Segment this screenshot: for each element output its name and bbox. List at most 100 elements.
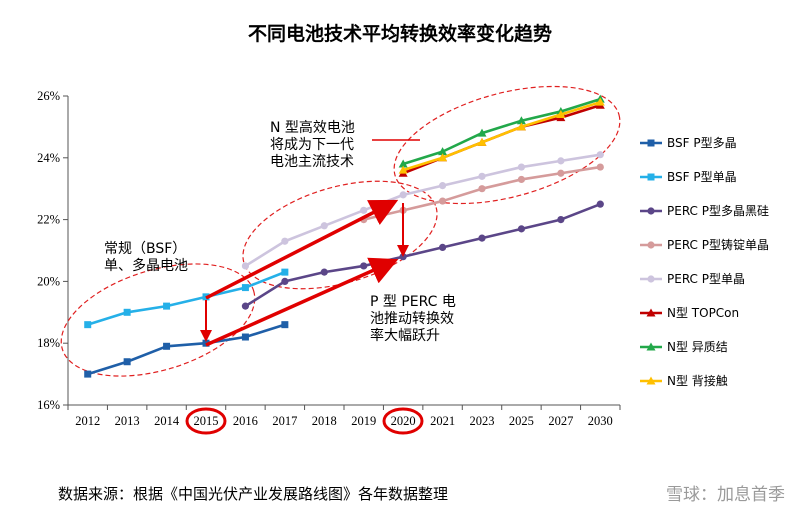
data-point-perc-p型单晶 bbox=[596, 151, 604, 159]
data-point-bsf-p型单晶 bbox=[241, 284, 249, 292]
legend-item-n型-异质结: N型 异质结 bbox=[640, 340, 728, 354]
data-point-perc-p型单晶 bbox=[360, 206, 368, 214]
x-tick-label: 2019 bbox=[351, 414, 376, 428]
data-point-perc-p型多晶黑硅 bbox=[478, 234, 486, 242]
data-point-perc-p型单晶 bbox=[281, 237, 289, 245]
legend-label: PERC P型铸锭单晶 bbox=[667, 237, 769, 252]
data-point-n型-背接触 bbox=[646, 376, 656, 385]
data-point-perc-p型单晶 bbox=[647, 275, 655, 283]
legend-label: N型 背接触 bbox=[667, 373, 728, 388]
y-tick-label: 16% bbox=[37, 398, 60, 412]
series-line-bsf-p型多晶 bbox=[87, 323, 286, 376]
data-point-bsf-p型单晶 bbox=[84, 321, 92, 329]
data-point-n型-异质结 bbox=[398, 159, 408, 168]
data-point-perc-p型单晶 bbox=[517, 163, 526, 171]
perc-ellipse bbox=[242, 180, 438, 290]
data-point-perc-p型多晶黑硅 bbox=[281, 277, 289, 285]
series-n型-异质结 bbox=[398, 94, 605, 168]
legend-item-bsf-p型多晶: BSF P型多晶 bbox=[640, 136, 737, 150]
data-point-perc-p型铸锭单晶 bbox=[478, 185, 486, 193]
legend-label: PERC P型多晶黑硅 bbox=[667, 204, 769, 218]
data-point-n型-异质结 bbox=[477, 128, 487, 137]
data-point-perc-p型单晶 bbox=[399, 191, 407, 199]
legend-label: BSF P型多晶 bbox=[667, 136, 737, 150]
annotation-n-type-line3: 电池主流技术 bbox=[270, 154, 354, 170]
x-tick-label: 2030 bbox=[588, 414, 613, 428]
data-point-bsf-p型多晶 bbox=[84, 370, 92, 378]
annotation-n-type-line1: N 型高效电池 bbox=[270, 119, 355, 136]
annotation-perc-line1: P 型 PERC 电 bbox=[370, 294, 456, 310]
y-tick-label: 26% bbox=[37, 89, 60, 103]
data-point-perc-p型单晶 bbox=[478, 172, 486, 180]
legend-item-perc-p型多晶黑硅: PERC P型多晶黑硅 bbox=[640, 204, 769, 218]
annotation-perc-line2: 池推动转换效 bbox=[370, 310, 454, 327]
data-point-perc-p型单晶 bbox=[241, 262, 250, 270]
watermark: 雪球：加息首季 bbox=[666, 485, 785, 505]
annotation-perc: P 型 PERC 电 池推动转换效 率大幅跃升 bbox=[370, 294, 456, 344]
data-point-perc-p型多晶黑硅 bbox=[517, 225, 526, 233]
annotation-perc-line3: 率大幅跃升 bbox=[370, 327, 440, 344]
legend-item-n型-topcon: N型 TOPCon bbox=[640, 306, 739, 320]
chart-title: 不同电池技术平均转换效率变化趋势 bbox=[248, 22, 552, 45]
arrow-bsf-to-perc-multi bbox=[205, 257, 399, 347]
year-2015-highlight bbox=[185, 407, 227, 435]
series-line-perc-p型单晶 bbox=[244, 153, 601, 268]
x-tick-label: 2014 bbox=[154, 414, 180, 428]
legend-label: BSF P型单晶 bbox=[667, 170, 737, 184]
x-tick-label: 2025 bbox=[509, 414, 534, 428]
annotation-bsf: 常规（BSF） 单、多晶电池 bbox=[104, 241, 188, 274]
legend-item-bsf-p型单晶: BSF P型单晶 bbox=[640, 170, 737, 184]
data-point-n型-背接触 bbox=[595, 97, 605, 106]
data-point-bsf-p型单晶 bbox=[163, 302, 171, 310]
data-point-perc-p型多晶黑硅 bbox=[596, 200, 604, 208]
data-point-perc-p型多晶黑硅 bbox=[241, 302, 250, 310]
series-n型-topcon bbox=[398, 100, 605, 177]
data-point-bsf-p型多晶 bbox=[123, 358, 131, 366]
x-tick-label: 2023 bbox=[470, 414, 495, 428]
annotation-bsf-line1: 常规（BSF） bbox=[104, 241, 186, 257]
bsf-ellipse bbox=[60, 263, 256, 377]
data-point-perc-p型单晶 bbox=[557, 157, 565, 165]
data-point-perc-p型多晶黑硅 bbox=[320, 268, 328, 276]
data-point-n型-异质结 bbox=[438, 147, 448, 156]
data-point-n型-topcon bbox=[646, 308, 656, 317]
data-point-bsf-p型单晶 bbox=[647, 173, 655, 181]
data-point-n型-异质结 bbox=[516, 116, 526, 125]
arrow-bsf-to-perc-mono bbox=[205, 199, 399, 300]
series-perc-p型单晶 bbox=[241, 151, 604, 270]
series-perc-p型铸锭单晶 bbox=[360, 163, 604, 224]
x-tick-label: 2015 bbox=[194, 414, 219, 428]
y-tick-label: 22% bbox=[37, 213, 60, 227]
annotation-bsf-line2: 单、多晶电池 bbox=[104, 257, 188, 274]
series-line-bsf-p型单晶 bbox=[87, 270, 286, 326]
legend-label: PERC P型单晶 bbox=[667, 272, 745, 286]
data-point-bsf-p型单晶 bbox=[123, 308, 131, 316]
data-point-perc-p型铸锭单晶 bbox=[517, 175, 526, 184]
legend-item-n型-背接触: N型 背接触 bbox=[640, 373, 728, 388]
legend-label: N型 TOPCon bbox=[667, 306, 739, 320]
legend-item-perc-p型单晶: PERC P型单晶 bbox=[640, 272, 745, 286]
series-bsf-p型多晶 bbox=[84, 321, 289, 378]
x-tick-label: 2017 bbox=[272, 414, 297, 428]
annotation-n-type-line2: 将成为下一代 bbox=[270, 137, 354, 153]
y-tick-label: 18% bbox=[37, 336, 60, 350]
data-point-perc-p型铸锭单晶 bbox=[438, 197, 447, 205]
x-tick-label: 2027 bbox=[548, 414, 573, 428]
series-n型-背接触 bbox=[398, 97, 605, 174]
data-point-perc-p型多晶黑硅 bbox=[647, 207, 655, 215]
data-point-perc-p型单晶 bbox=[438, 182, 447, 190]
data-point-bsf-p型多晶 bbox=[241, 333, 249, 341]
data-point-perc-p型铸锭单晶 bbox=[557, 169, 565, 177]
series-line-n型-背接触 bbox=[402, 100, 601, 172]
legend: BSF P型多晶 BSF P型单晶 PERC P型多晶黑硅 PERC P型铸锭单晶 PE… bbox=[640, 136, 769, 388]
data-point-perc-p型单晶 bbox=[320, 222, 328, 230]
source-note: 数据来源：根据《中国光伏产业发展路线图》各年数据整理 bbox=[58, 485, 448, 503]
series-line-perc-p型多晶黑硅 bbox=[244, 202, 601, 308]
data-point-perc-p型多晶黑硅 bbox=[438, 243, 447, 252]
data-point-perc-p型铸锭单晶 bbox=[647, 241, 655, 249]
x-tick-label: 2018 bbox=[312, 414, 337, 428]
n-type-ellipse bbox=[393, 85, 621, 205]
data-point-bsf-p型单晶 bbox=[281, 268, 289, 276]
